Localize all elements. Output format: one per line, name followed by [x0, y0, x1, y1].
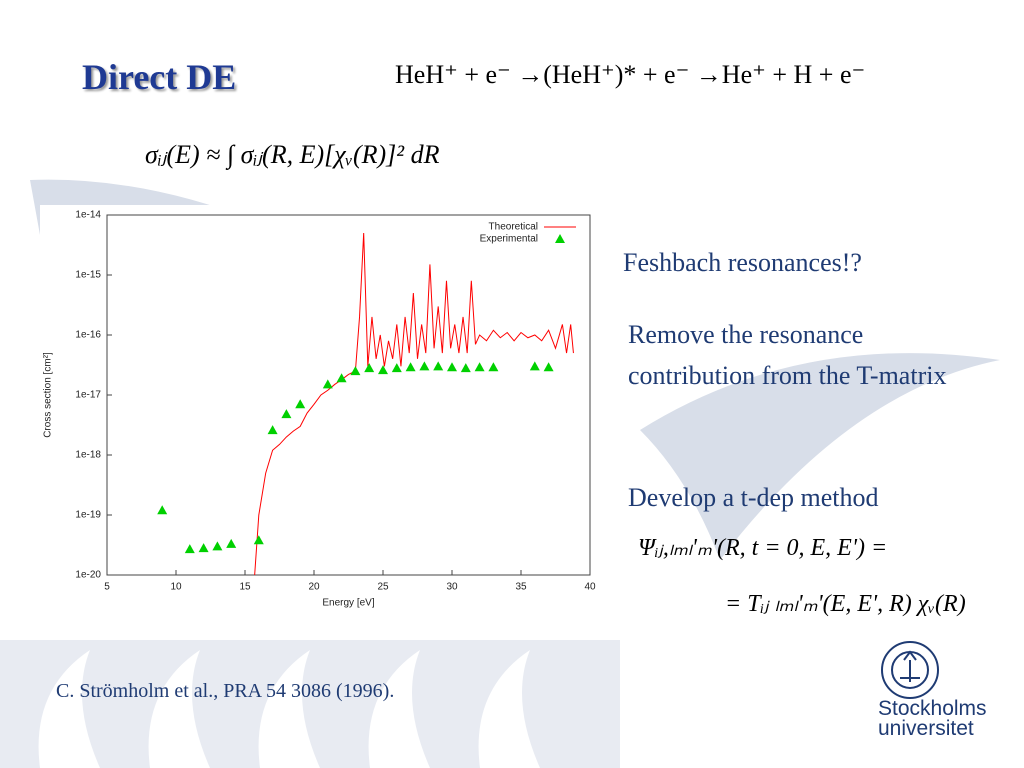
x-tick-label: 5	[104, 582, 110, 593]
y-axis-label: Cross section [cm²]	[43, 352, 54, 438]
chart: 1e-20 1e-19 1e-18 1e-17 1e-16 1e-15 1e-14 5 10 15…	[43, 210, 596, 609]
x-tick-label: 30	[446, 582, 458, 593]
marker	[226, 538, 237, 548]
marker	[529, 361, 540, 371]
marker	[336, 373, 347, 383]
x-tick-label: 15	[239, 582, 251, 593]
y-tick-label: 1e-17	[75, 390, 101, 401]
marker	[543, 362, 554, 372]
y-tick-label: 1e-16	[75, 330, 101, 341]
logo-text: universitet	[878, 717, 974, 740]
x-tick-label: 20	[308, 582, 320, 593]
marker	[253, 535, 264, 545]
equation: Ψᵢⱼ,ₗₘₗ'ₘ'(R, t = 0, E, E') =	[638, 535, 888, 561]
marker	[405, 362, 416, 372]
y-tick-label: 1e-18	[75, 450, 101, 461]
equation: = Tᵢⱼ ₗₘₗ'ₘ'(E, E', R) χᵥ(R)	[725, 591, 966, 617]
marker	[157, 505, 168, 515]
marker	[267, 425, 278, 435]
x-tick-label: 10	[170, 582, 182, 593]
marker	[212, 541, 223, 551]
note: Remove the resonance contribution from t…	[628, 320, 947, 391]
y-tick-label: 1e-20	[75, 570, 101, 581]
x-tick-label: 40	[584, 582, 596, 593]
marker	[391, 363, 402, 373]
logo-text: Stockholms	[878, 697, 987, 720]
marker	[419, 361, 430, 371]
citation: C. Strömholm et al., PRA 54 3086 (1996).	[56, 680, 395, 702]
marker	[488, 362, 499, 372]
line	[254, 233, 574, 576]
logo-emblem	[881, 641, 939, 699]
marker	[447, 362, 457, 372]
legend-swatch	[555, 234, 565, 243]
x-tick-label: 35	[515, 582, 527, 593]
x-tick-label: 25	[377, 582, 389, 593]
marker	[198, 543, 209, 553]
marker	[433, 361, 444, 371]
y-tick-label: 1e-19	[75, 510, 101, 521]
marker	[350, 366, 361, 376]
marker	[184, 544, 195, 554]
reaction: HeH⁺ + e⁻ →(HeH⁺)* + e⁻ →He⁺ + H + e⁻	[395, 60, 866, 89]
legend-label: Theoretical	[489, 222, 538, 233]
legend-label: Experimental	[480, 234, 538, 245]
marker	[281, 409, 292, 419]
marker	[295, 399, 306, 409]
plot-frame	[106, 214, 591, 576]
marker	[460, 363, 471, 373]
marker	[378, 365, 388, 375]
y-tick-label: 1e-14	[75, 210, 101, 221]
marker	[364, 363, 375, 373]
x-axis-label: Energy [eV]	[322, 598, 374, 609]
y-tick-label: 1e-15	[75, 270, 101, 281]
formula: σᵢⱼ(E) ≈ ∫ σᵢⱼ(R, E)[χᵥ(R)]² dR	[145, 140, 440, 169]
note: Develop a t-dep method	[628, 483, 879, 512]
marker	[474, 362, 485, 372]
note: Feshbach resonances!?	[623, 248, 862, 277]
slide-title: Direct DE	[82, 57, 237, 97]
marker	[322, 379, 333, 389]
